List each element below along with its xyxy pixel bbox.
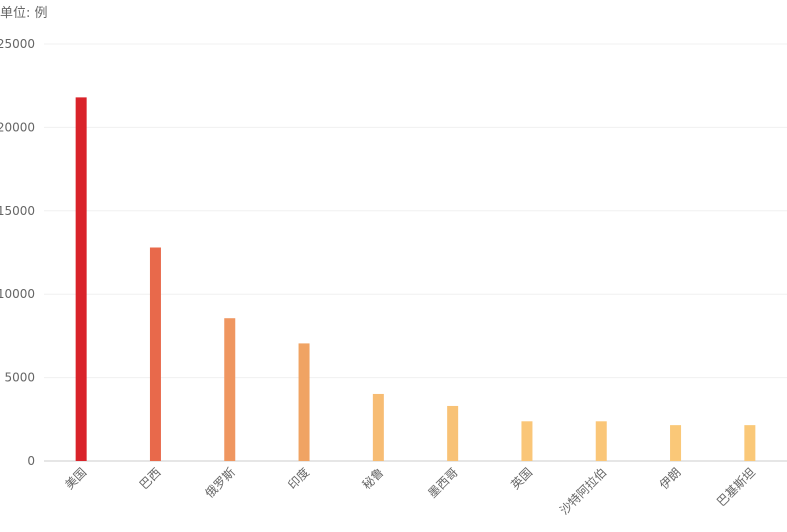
x-tick-label: 沙特阿拉伯 xyxy=(556,465,609,518)
bar[interactable] xyxy=(149,247,161,461)
y-tick-label: 10000 xyxy=(0,287,35,301)
bar[interactable] xyxy=(298,343,310,461)
y-tick-label: 5000 xyxy=(4,371,35,385)
x-axis-tick-labels: 美国 巴西 俄罗斯 印度 秘鲁 墨西哥 英国 沙特阿拉伯 伊朗 巴基斯坦 xyxy=(62,465,758,518)
y-tick-label: 25000 xyxy=(0,37,35,51)
x-tick-label: 伊朗 xyxy=(657,465,684,492)
bar[interactable] xyxy=(595,421,607,461)
bar[interactable] xyxy=(75,97,87,461)
bar[interactable] xyxy=(447,405,459,461)
x-tick-label: 俄罗斯 xyxy=(203,465,238,500)
y-tick-label: 0 xyxy=(27,454,35,468)
x-tick-label: 巴基斯坦 xyxy=(714,465,758,509)
grid-lines xyxy=(44,43,787,462)
x-tick-label: 美国 xyxy=(62,465,89,492)
bar[interactable] xyxy=(224,318,236,461)
bars xyxy=(75,97,756,461)
x-tick-label: 印度 xyxy=(285,465,313,493)
unit-label: 单位: 例 xyxy=(0,6,48,21)
y-tick-label: 20000 xyxy=(0,120,35,134)
y-tick-label: 15000 xyxy=(0,204,35,218)
bar[interactable] xyxy=(372,393,384,461)
x-tick-label: 墨西哥 xyxy=(425,465,460,500)
bar[interactable] xyxy=(521,421,533,461)
x-tick-label: 秘鲁 xyxy=(360,465,387,492)
bar[interactable] xyxy=(744,425,756,461)
x-tick-label: 英国 xyxy=(508,465,535,492)
bar[interactable] xyxy=(670,425,682,461)
y-axis-tick-labels: 0 5000 10000 15000 20000 25000 xyxy=(0,37,35,468)
x-tick-label: 巴西 xyxy=(137,465,164,492)
